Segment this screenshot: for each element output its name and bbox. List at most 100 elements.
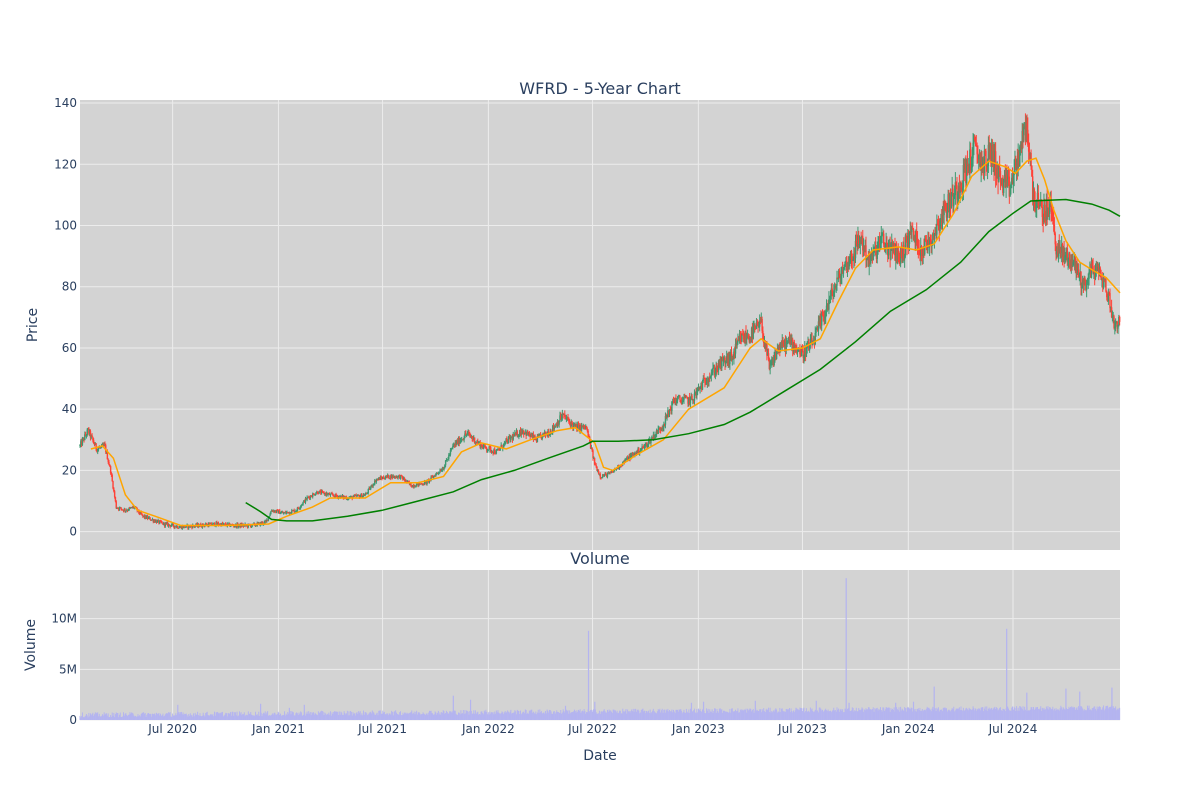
candle-body [142, 515, 145, 517]
candle-body [469, 435, 472, 437]
candle-body [699, 386, 701, 389]
candle-body [594, 464, 597, 466]
candle-body [450, 449, 452, 451]
candle-body [748, 338, 750, 342]
candle-body [1004, 176, 1007, 188]
candle-body [366, 492, 369, 494]
candle-body [716, 366, 718, 370]
candle-body [520, 431, 523, 436]
candle-body [1052, 212, 1054, 217]
candle-body [1022, 130, 1024, 136]
candle-body [169, 525, 171, 527]
candle-body [833, 291, 835, 297]
candle-body [430, 476, 432, 480]
date-tick-label: Jul 2024 [988, 722, 1038, 736]
candle-body [954, 182, 957, 196]
candle-body [134, 507, 136, 509]
candle-body [578, 424, 580, 432]
candle-body [725, 361, 727, 365]
candle-body [632, 453, 634, 455]
candle-body [825, 312, 827, 318]
candle-body [159, 521, 162, 523]
candle-body [506, 440, 509, 444]
candle-body [835, 285, 837, 288]
candle-body [767, 353, 770, 359]
candle-body [820, 317, 822, 326]
candle-body [834, 287, 837, 289]
candle-body [690, 395, 692, 397]
candle-body [381, 478, 383, 480]
date-tick-label: Jan 2022 [461, 722, 515, 736]
candle-body [1016, 161, 1019, 169]
candle-body [694, 392, 696, 394]
candle-body [1062, 247, 1064, 257]
candle-body [484, 444, 486, 447]
candle-body [866, 257, 869, 259]
candle-body [647, 441, 650, 445]
candle-body [570, 421, 572, 427]
candle-body [374, 480, 376, 485]
candle-body [1045, 199, 1048, 221]
candle-body [655, 434, 657, 436]
candle-body [777, 347, 779, 352]
candle-body [219, 523, 221, 525]
candle-body [895, 247, 898, 264]
candle-body [663, 424, 666, 426]
candle-body [446, 459, 448, 461]
candle-body [593, 457, 595, 459]
candle-body [678, 396, 680, 398]
candle-body [744, 331, 746, 343]
candle-body [293, 510, 295, 513]
candle-body [925, 241, 928, 243]
candle-body [657, 428, 659, 434]
candle-body [1020, 144, 1023, 150]
candle-body [170, 525, 172, 527]
candle-body [308, 497, 310, 499]
candle-body [398, 475, 400, 477]
candle-body [997, 168, 999, 182]
candle-body [590, 447, 593, 449]
candle-body [952, 188, 954, 207]
candle-body [329, 493, 332, 496]
candle-body [377, 479, 379, 481]
candle-body [82, 437, 84, 440]
candle-body [883, 244, 886, 250]
candle-body [342, 495, 345, 499]
candle-body [363, 494, 365, 496]
candle-body [313, 493, 316, 496]
candle-body [452, 444, 455, 446]
candle-body [878, 240, 881, 247]
candle-body [1007, 176, 1010, 178]
candle-body [317, 493, 320, 495]
price-tick-label: 100 [54, 219, 77, 233]
candle-body [171, 523, 174, 525]
candle-body [126, 510, 128, 512]
candle-body [808, 342, 810, 351]
candle-body [569, 422, 572, 427]
candle-body [270, 511, 272, 515]
candle-body [365, 493, 368, 495]
candle-body [216, 522, 218, 525]
candle-body [536, 435, 539, 442]
candle-body [877, 241, 879, 246]
candle-body [1087, 278, 1089, 281]
candle-body [1015, 161, 1018, 170]
candle-body [440, 470, 443, 472]
candle-body [421, 483, 423, 485]
candle-body [224, 523, 226, 525]
candle-body [473, 437, 475, 440]
candle-body [388, 478, 390, 480]
candle-body [461, 439, 464, 441]
candle-body [583, 424, 585, 428]
candle-body [647, 444, 649, 447]
candle-body [688, 397, 690, 404]
candle-body [804, 346, 807, 357]
candle-body [407, 481, 409, 483]
candle-body [849, 258, 851, 262]
candle-body [789, 339, 791, 343]
candle-body [848, 261, 850, 270]
candle-body [626, 457, 629, 461]
candle-body [1067, 258, 1069, 262]
candle-body [692, 399, 695, 401]
candle-body [296, 507, 299, 511]
